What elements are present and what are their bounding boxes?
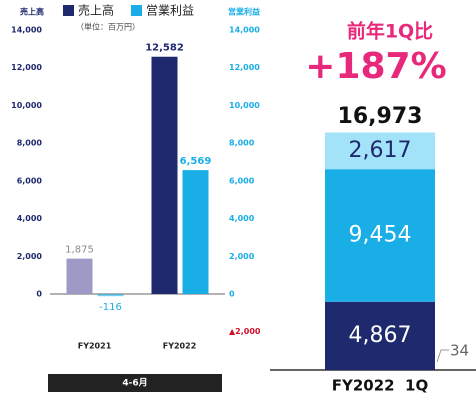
y2-tick-label: 8,000 [229, 139, 255, 148]
y-axis-title: 売上高 [20, 7, 44, 17]
y-tick-label: 4,000 [17, 214, 43, 223]
y2-tick-label: 4,000 [229, 214, 255, 223]
bar [66, 258, 93, 294]
total-label: 16,973 [338, 104, 423, 129]
y-tick-label: 14,000 [11, 26, 42, 35]
legend-label: 営業利益 [146, 4, 194, 18]
y2-tick-label: 14,000 [229, 26, 260, 35]
legend-label: 売上高 [78, 3, 114, 18]
y-tick-label: 8,000 [17, 139, 43, 148]
stack-segment [325, 132, 435, 170]
value-label: 1,875 [65, 245, 94, 256]
y2-tick-label: 12,000 [229, 63, 260, 72]
y2-tick-label: 10,000 [229, 101, 260, 110]
y2-axis-title: 営業利益 [228, 7, 260, 17]
change-header: 前年1Q比 [347, 20, 433, 43]
legend-swatch [63, 5, 74, 16]
change-value: +187% [305, 46, 446, 87]
value-label: 4,867 [349, 323, 412, 348]
y-tick-label: 2,000 [17, 252, 43, 261]
value-label: -116 [99, 302, 122, 313]
y-tick-label: 12,000 [11, 63, 42, 72]
value-label: 9,454 [349, 222, 412, 247]
y2-tick-label: ▲2,000 [229, 327, 261, 336]
x-tick-label: FY2022 1Q [332, 377, 429, 395]
legend-swatch [131, 5, 142, 16]
y-tick-label: 10,000 [11, 101, 42, 110]
value-label: 6,569 [180, 156, 212, 167]
stack-segment [325, 301, 435, 370]
bar [97, 293, 124, 297]
y-tick-label: 6,000 [17, 176, 43, 185]
y2-tick-label: 0 [229, 289, 235, 298]
annotation: 34 [450, 342, 469, 360]
value-label: 2,617 [349, 138, 412, 163]
y-tick-label: 0 [36, 289, 42, 298]
y2-tick-label: 2,000 [229, 252, 255, 261]
chart-subtitle: （単位：百万円） [76, 22, 140, 32]
bar [182, 170, 209, 294]
period-bar [48, 374, 222, 392]
y2-tick-label: 6,000 [229, 176, 255, 185]
x-tick-label: FY2022 [163, 342, 197, 351]
bar [151, 56, 178, 294]
value-label: 12,582 [145, 43, 184, 54]
annotation-leader [436, 349, 449, 363]
x-tick-label: FY2021 [78, 342, 112, 351]
stack-segment [325, 169, 435, 302]
period-label: 4-6月 [122, 378, 147, 389]
